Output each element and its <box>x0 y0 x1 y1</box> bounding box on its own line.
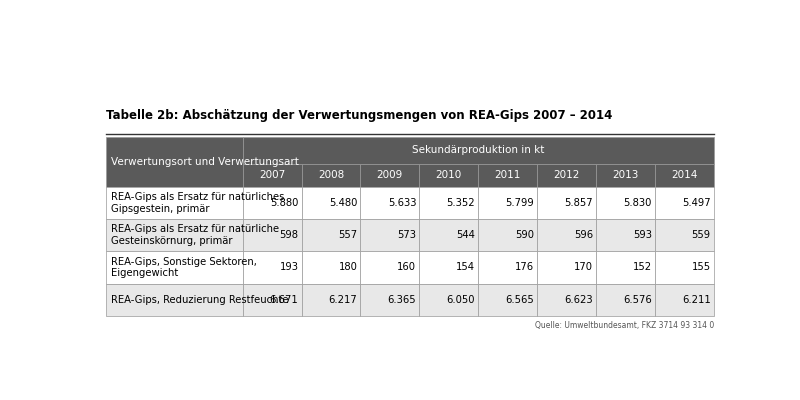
Bar <box>361 164 419 186</box>
Text: REA-Gips, Sonstige Sektoren,
Eigengewicht: REA-Gips, Sonstige Sektoren, Eigengewich… <box>111 257 257 278</box>
Text: REA-Gips als Ersatz für natürliche
Gesteinskörnurg, primär: REA-Gips als Ersatz für natürliche Geste… <box>111 224 279 246</box>
Text: Tabelle 2b: Abschätzung der Verwertungsmengen von REA-Gips 2007 – 2014: Tabelle 2b: Abschätzung der Verwertungsm… <box>106 109 613 122</box>
Bar <box>478 164 537 186</box>
Text: 590: 590 <box>515 230 534 240</box>
Text: 2013: 2013 <box>612 170 638 180</box>
Bar <box>419 284 478 316</box>
Bar <box>302 284 361 316</box>
Bar <box>302 186 361 219</box>
Bar <box>106 219 242 251</box>
Text: 598: 598 <box>279 230 298 240</box>
Bar <box>537 251 596 284</box>
Bar <box>106 284 242 316</box>
Text: 544: 544 <box>456 230 475 240</box>
Bar <box>655 219 714 251</box>
Text: 6.365: 6.365 <box>387 295 416 305</box>
Bar <box>478 251 537 284</box>
Bar <box>655 186 714 219</box>
Text: 5.799: 5.799 <box>506 198 534 208</box>
Text: 557: 557 <box>338 230 358 240</box>
Text: 596: 596 <box>574 230 593 240</box>
Text: 6.217: 6.217 <box>329 295 358 305</box>
Text: 2007: 2007 <box>259 170 285 180</box>
Bar <box>419 186 478 219</box>
Bar <box>596 284 655 316</box>
Bar <box>361 219 419 251</box>
Text: 573: 573 <box>397 230 416 240</box>
Text: 2012: 2012 <box>554 170 580 180</box>
Bar <box>106 186 242 219</box>
Text: 6.671: 6.671 <box>270 295 298 305</box>
Text: 559: 559 <box>691 230 710 240</box>
Bar <box>655 164 714 186</box>
Text: 6.623: 6.623 <box>564 295 593 305</box>
Bar <box>361 186 419 219</box>
Bar <box>242 251 302 284</box>
Text: 170: 170 <box>574 262 593 272</box>
Bar <box>478 186 537 219</box>
Bar <box>242 219 302 251</box>
Bar <box>242 137 714 164</box>
Bar <box>655 251 714 284</box>
Bar <box>596 219 655 251</box>
Bar <box>302 219 361 251</box>
Text: 2014: 2014 <box>671 170 698 180</box>
Text: 6.211: 6.211 <box>682 295 710 305</box>
Text: REA-Gips als Ersatz für natürliches
Gipsgestein, primär: REA-Gips als Ersatz für natürliches Gips… <box>111 192 285 214</box>
Bar <box>419 219 478 251</box>
Bar <box>302 251 361 284</box>
Text: 2009: 2009 <box>377 170 403 180</box>
Text: 6.576: 6.576 <box>623 295 652 305</box>
Text: 5.830: 5.830 <box>623 198 652 208</box>
Bar <box>242 284 302 316</box>
Bar <box>655 284 714 316</box>
Bar <box>537 219 596 251</box>
Bar <box>361 284 419 316</box>
Bar <box>242 164 302 186</box>
Text: 5.633: 5.633 <box>388 198 416 208</box>
Bar <box>361 251 419 284</box>
Bar <box>419 164 478 186</box>
Text: 5.497: 5.497 <box>682 198 710 208</box>
Text: 160: 160 <box>397 262 416 272</box>
Bar <box>419 251 478 284</box>
Bar <box>478 219 537 251</box>
Text: 154: 154 <box>456 262 475 272</box>
Text: Verwertungsort und Verwertungsart: Verwertungsort und Verwertungsart <box>111 157 299 167</box>
Text: 6.050: 6.050 <box>446 295 475 305</box>
Bar <box>596 251 655 284</box>
Bar <box>596 164 655 186</box>
Text: 155: 155 <box>691 262 710 272</box>
Bar <box>106 251 242 284</box>
Text: 6.565: 6.565 <box>506 295 534 305</box>
Bar <box>537 186 596 219</box>
Text: 2011: 2011 <box>494 170 521 180</box>
Text: 5.880: 5.880 <box>270 198 298 208</box>
Text: 593: 593 <box>633 230 652 240</box>
Bar <box>242 186 302 219</box>
Text: 2010: 2010 <box>436 170 462 180</box>
Text: Quelle: Umweltbundesamt, FKZ 3714 93 314 0: Quelle: Umweltbundesamt, FKZ 3714 93 314… <box>534 320 714 330</box>
Text: Sekundärproduktion in kt: Sekundärproduktion in kt <box>412 146 544 156</box>
Text: 2008: 2008 <box>318 170 344 180</box>
Text: 193: 193 <box>279 262 298 272</box>
Bar <box>596 186 655 219</box>
Bar <box>537 164 596 186</box>
Text: 176: 176 <box>515 262 534 272</box>
Text: 5.480: 5.480 <box>329 198 358 208</box>
Text: REA-Gips, Reduzierung Restfeuchte: REA-Gips, Reduzierung Restfeuchte <box>111 295 289 305</box>
Bar <box>302 164 361 186</box>
Bar <box>537 284 596 316</box>
Bar <box>106 137 242 186</box>
Text: 180: 180 <box>338 262 358 272</box>
Text: 152: 152 <box>633 262 652 272</box>
Bar <box>478 284 537 316</box>
Text: 5.352: 5.352 <box>446 198 475 208</box>
Text: 5.857: 5.857 <box>564 198 593 208</box>
